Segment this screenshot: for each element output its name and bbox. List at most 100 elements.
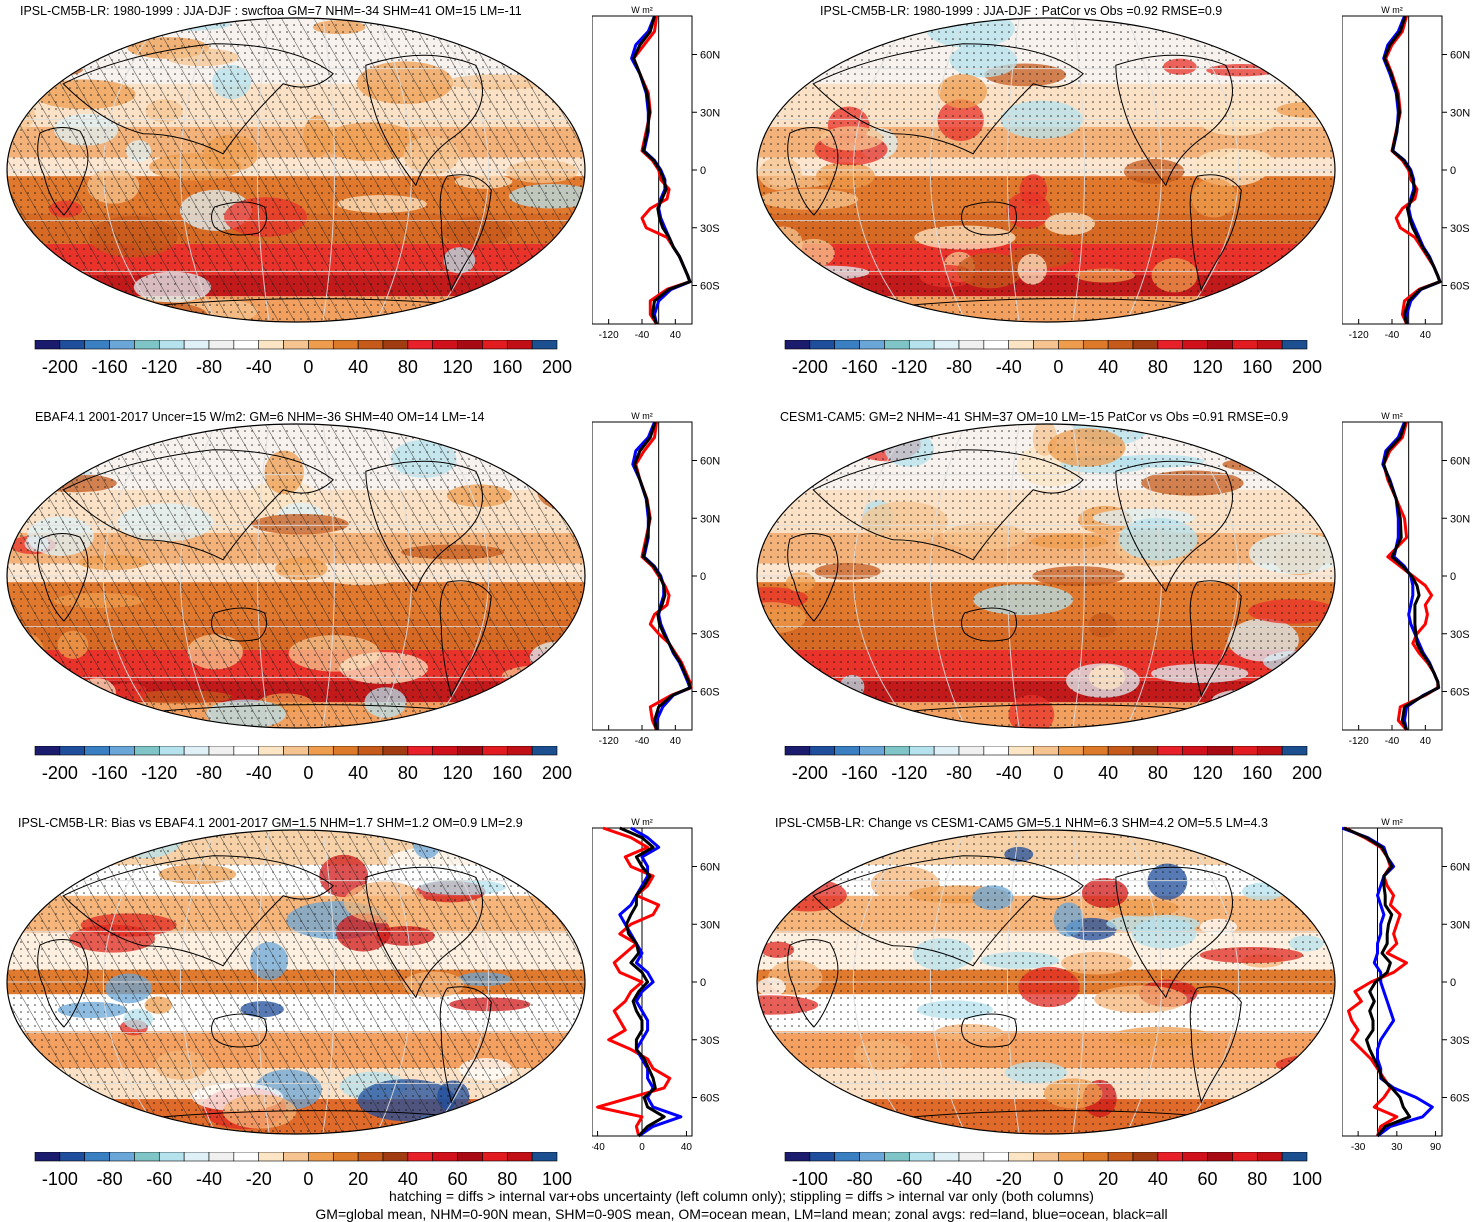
colorbar-tick-label: 80 [1148,357,1168,377]
zonal-y-tick-label: 60N [1450,456,1470,468]
zonal-y-tick-label: 30S [1450,223,1470,235]
zonal-x-tick-label: 90 [1430,1142,1442,1150]
zonal-mean-plot: W m² 60N 30N 0 30S 60S -30 30 90 [1342,817,1470,1150]
zonal-y-tick-label: 30N [1450,919,1470,931]
colorbar-tick-label: 0 [1053,1169,1063,1189]
colorbar-tick-label: 200 [542,357,572,377]
zonal-y-tick-label: 60S [1450,281,1470,293]
colorbar-tick-label: 120 [1193,357,1223,377]
zonal-x-tick-label: -40 [635,330,650,338]
panel-5: IPSL-CM5B-LR: Bias vs EBAF4.1 2001-2017 … [0,812,733,1212]
zonal-y-tick-label: 30N [700,513,720,525]
colorbar-tick-label: -120 [141,357,177,377]
colorbar-tick-label: -80 [196,357,222,377]
colorbar-tick-label: -200 [42,357,78,377]
colorbar-tick-label: 100 [1292,1169,1322,1189]
colorbar-tick-label: 60 [448,1169,468,1189]
zonal-units-label: W m² [631,817,653,827]
colorbar-tick-label: 80 [398,763,418,783]
colorbar-tick-label: 0 [1053,357,1063,377]
colorbar-tick-label: 40 [1098,763,1118,783]
global-map [756,829,1336,1135]
colorbar-tick-label: -200 [42,763,78,783]
colorbar-tick-label: -160 [92,357,128,377]
colorbar-tick-label: 40 [1098,357,1118,377]
colorbar-tick-label: 60 [1198,1169,1218,1189]
zonal-y-tick-label: 30N [1450,107,1470,119]
zonal-x-tick-label: 40 [670,330,682,338]
colorbar-tick-label: -60 [896,1169,922,1189]
zonal-y-tick-label: 30N [700,919,720,931]
colorbar: -100 -80 -60 -40 -20 0 20 40 60 80 100 [784,1152,1322,1189]
zonal-line-all [633,421,692,731]
zonal-line-all [619,826,666,1138]
zonal-y-tick-label: 0 [700,571,706,583]
zonal-y-tick-label: 0 [700,165,706,177]
colorbar-tick-label: -20 [246,1169,272,1189]
colorbar-tick-label: 0 [1053,763,1063,783]
zonal-x-tick-label: -120 [1349,330,1369,338]
zonal-y-tick-label: 60S [700,1093,720,1105]
zonal-x-tick-label: -40 [1385,330,1400,338]
colorbar-tick-label: -80 [97,1169,123,1189]
colorbar-tick-label: -80 [946,357,972,377]
colorbar-tick-label: 40 [398,1169,418,1189]
colorbar-tick-label: -120 [891,357,927,377]
colorbar-tick-label: 200 [542,763,572,783]
colorbar-tick-label: -100 [42,1169,78,1189]
colorbar-tick-label: -120 [891,763,927,783]
colorbar-tick-label: 0 [303,1169,313,1189]
zonal-line-all [1343,826,1412,1137]
colorbar-tick-label: -80 [847,1169,873,1189]
colorbar-tick-label: 80 [398,357,418,377]
footer-line-1: hatching = diffs > internal var+obs unce… [389,1188,1094,1204]
colorbar-tick-label: 0 [303,763,313,783]
colorbar-tick-label: 120 [1193,763,1223,783]
global-map [756,423,1336,729]
zonal-units-label: W m² [631,5,653,15]
zonal-x-tick-label: -30 [1351,1142,1366,1150]
global-map [756,17,1336,323]
zonal-mean-plot: W m² 60N 30N 0 30S 60S -40 0 40 [592,817,720,1150]
zonal-line-all [1382,421,1440,731]
zonal-line-all [632,15,692,325]
zonal-x-tick-label: 40 [1420,330,1432,338]
zonal-y-tick-label: 60N [700,50,720,62]
colorbar-tick-label: -200 [792,357,828,377]
zonal-y-tick-label: 30S [700,223,720,235]
colorbar-tick-label: -80 [196,763,222,783]
colorbar: -200 -160 -120 -80 -40 0 40 80 120 160 200 [784,340,1322,377]
colorbar-tick-label: -160 [92,763,128,783]
colorbar-tick-label: -40 [996,357,1022,377]
colorbar-tick-label: -40 [246,357,272,377]
colorbar: -200 -160 -120 -80 -40 0 40 80 120 160 200 [34,340,572,377]
colorbar: -200 -160 -120 -80 -40 0 40 80 120 160 200 [34,746,572,783]
zonal-y-tick-label: 0 [1450,977,1456,989]
colorbar-tick-label: -40 [996,763,1022,783]
colorbar-tick-label: 80 [1148,763,1168,783]
zonal-mean-plot: W m² 60N 30N 0 30S 60S -120 -40 40 [1342,411,1470,744]
colorbar-tick-label: -40 [196,1169,222,1189]
zonal-y-tick-label: 30N [700,107,720,119]
colorbar-tick-label: 80 [497,1169,517,1189]
global-map [6,829,586,1135]
zonal-line-all [1383,15,1442,325]
colorbar-tick-label: -60 [146,1169,172,1189]
zonal-units-label: W m² [1381,817,1403,827]
zonal-x-tick-label: 30 [1391,1142,1403,1150]
zonal-y-tick-label: 60S [1450,1093,1470,1105]
colorbar-tick-label: 120 [443,763,473,783]
colorbar-tick-label: 0 [303,357,313,377]
colorbar-tick-label: 160 [1242,357,1272,377]
colorbar-tick-label: 160 [492,763,522,783]
zonal-units-label: W m² [1381,411,1403,421]
global-map [6,17,586,323]
panel-6: IPSL-CM5B-LR: Change vs CESM1-CAM5 GM=5.… [750,812,1483,1212]
panel-title: IPSL-CM5B-LR: Bias vs EBAF4.1 2001-2017 … [18,816,523,830]
panel-title: CESM1-CAM5: GM=2 NHM=-41 SHM=37 OM=10 LM… [780,410,1289,424]
colorbar-tick-label: 20 [1098,1169,1118,1189]
zonal-y-tick-label: 0 [1450,165,1456,177]
zonal-x-tick-label: 40 [670,736,682,744]
zonal-y-tick-label: 60N [700,862,720,874]
zonal-line-ocean [618,826,683,1138]
